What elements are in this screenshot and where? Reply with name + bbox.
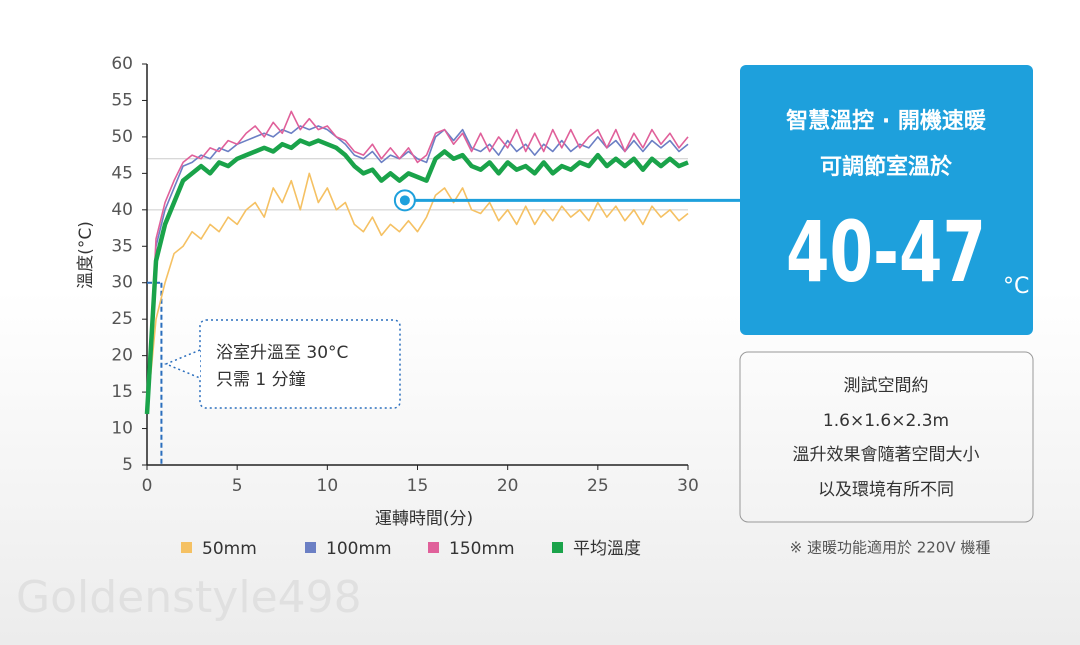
x-tick-label: 5 [232,476,243,496]
legend-swatch [428,542,439,553]
y-tick-label: 45 [111,163,133,183]
callout-text: 只需 1 分鐘 [216,370,306,390]
info-line: 以及環境有所不同 [818,480,954,500]
x-tick-label: 0 [142,476,153,496]
range: 40-47 [786,203,986,301]
y-tick-label: 10 [111,419,133,439]
series-line [146,172,689,415]
info-line: 溫升效果會隨著空間大小 [793,445,980,465]
x-tick-label: 20 [497,476,519,496]
legend-label: 50mm [202,539,257,559]
watermark: Goldenstyle498 [16,572,362,623]
x-tick-label: 10 [317,476,339,496]
headline: 智慧溫控 · 開機速暖 [786,108,987,134]
y-axis-label: 溫度(°C) [76,221,96,289]
y-tick-label: 5 [122,455,133,475]
y-tick-label: 30 [111,273,133,293]
callout-box [199,319,401,409]
info-line: 測試空間約 [844,376,929,396]
y-tick-label: 40 [111,200,133,220]
legend-label: 100mm [326,539,392,559]
legend-swatch [305,542,316,553]
series-line [144,138,689,415]
y-tick-label: 15 [111,382,133,402]
y-tick-label: 60 [111,54,133,74]
x-tick-label: 15 [407,476,429,496]
y-tick-label: 20 [111,346,133,366]
callout-pointer [164,349,201,379]
y-tick-label: 25 [111,309,133,329]
y-tick-label: 35 [111,236,133,256]
callout-text: 浴室升溫至 30°C [216,343,348,363]
info-line: 1.6×1.6×2.3m [823,411,949,431]
pointer-dot [399,195,410,206]
x-tick-label: 25 [587,476,609,496]
legend-label: 150mm [449,539,515,559]
highlight-panel [740,65,1033,335]
headline: 可調節室溫於 [820,154,953,180]
series-line [146,110,689,415]
y-tick-label: 50 [111,127,133,147]
range-unit: °C [1003,274,1029,299]
footnote: ※ 速暖功能適用於 220V 機種 [790,539,991,557]
x-tick-label: 30 [677,476,699,496]
x-axis-label: 運轉時間(分) [375,509,473,529]
info-box [739,351,1034,523]
y-tick-label: 55 [111,90,133,110]
legend-label: 平均溫度 [573,539,641,559]
legend-swatch [181,542,192,553]
legend-swatch [552,542,563,553]
